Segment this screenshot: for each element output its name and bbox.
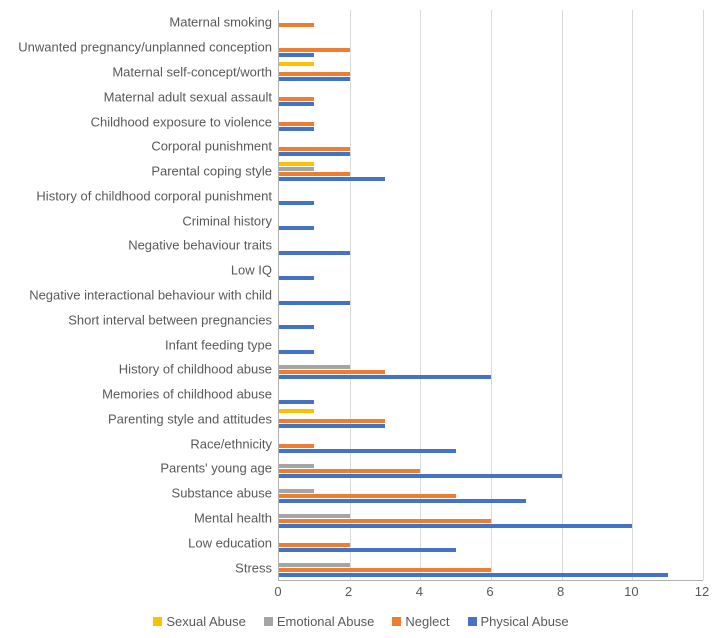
- category-label: Maternal adult sexual assault: [104, 89, 272, 104]
- x-tick-label: 12: [695, 584, 709, 599]
- bar: [279, 573, 668, 577]
- bar: [279, 524, 632, 528]
- bar: [279, 251, 350, 255]
- bar: [279, 122, 314, 126]
- bar: [279, 53, 314, 57]
- bar: [279, 127, 314, 131]
- bar: [279, 62, 314, 66]
- bar: [279, 301, 350, 305]
- category-label: Negative behaviour traits: [128, 238, 272, 253]
- x-tick-label: 2: [345, 584, 352, 599]
- category-label: Substance abuse: [172, 486, 272, 501]
- bar: [279, 514, 350, 518]
- category-label: Parental coping style: [151, 164, 272, 179]
- bar: [279, 325, 314, 329]
- bar: [279, 370, 385, 374]
- bar: [279, 424, 385, 428]
- category-label: Negative interactional behaviour with ch…: [29, 288, 272, 303]
- bar: [279, 499, 526, 503]
- gridline: [703, 10, 704, 580]
- category-label: Maternal smoking: [169, 15, 272, 30]
- x-tick-label: 6: [486, 584, 493, 599]
- category-label: Unwanted pregnancy/unplanned conception: [18, 40, 272, 55]
- category-label: Memories of childhood abuse: [102, 387, 272, 402]
- bar: [279, 543, 350, 547]
- bar: [279, 48, 350, 52]
- plot-area: [278, 10, 703, 581]
- category-label: Infant feeding type: [165, 337, 272, 352]
- bar: [279, 494, 456, 498]
- bar: [279, 77, 350, 81]
- legend-item: Sexual Abuse: [153, 614, 246, 629]
- legend-swatch: [264, 617, 273, 626]
- category-label: Mental health: [194, 511, 272, 526]
- x-tick-label: 10: [624, 584, 638, 599]
- category-label: Parenting style and attitudes: [108, 411, 272, 426]
- legend-label: Emotional Abuse: [277, 614, 375, 629]
- bar: [279, 568, 491, 572]
- legend-label: Physical Abuse: [481, 614, 569, 629]
- bar: [279, 177, 385, 181]
- bar: [279, 350, 314, 354]
- bar: [279, 365, 350, 369]
- legend-label: Neglect: [405, 614, 449, 629]
- category-label: History of childhood corporal punishment: [36, 188, 272, 203]
- bar: [279, 409, 314, 413]
- x-tick-label: 0: [274, 584, 281, 599]
- legend-swatch: [392, 617, 401, 626]
- bar: [279, 444, 314, 448]
- category-label: Race/ethnicity: [190, 436, 272, 451]
- category-label: Corporal punishment: [151, 139, 272, 154]
- bar: [279, 400, 314, 404]
- category-label: History of childhood abuse: [119, 362, 272, 377]
- legend: Sexual Abuse Emotional Abuse Neglect Physic…: [0, 614, 722, 629]
- bar: [279, 72, 350, 76]
- bar: [279, 419, 385, 423]
- bar: [279, 474, 562, 478]
- bar: [279, 548, 456, 552]
- category-label: Childhood exposure to violence: [91, 114, 272, 129]
- legend-swatch: [468, 617, 477, 626]
- category-label: Criminal history: [182, 213, 272, 228]
- bar: [279, 519, 491, 523]
- x-tick-label: 4: [416, 584, 423, 599]
- category-label: Parents' young age: [160, 461, 272, 476]
- bar: [279, 172, 350, 176]
- gridline: [562, 10, 563, 580]
- bar: [279, 102, 314, 106]
- category-label: Low IQ: [231, 263, 272, 278]
- bar: [279, 147, 350, 151]
- bar: [279, 489, 314, 493]
- chart: 0 2 4 6 8 10 12 Maternal smoking Unwanted pregna…: [0, 0, 722, 638]
- bar: [279, 276, 314, 280]
- gridline: [632, 10, 633, 580]
- bar: [279, 162, 314, 166]
- bar: [279, 201, 314, 205]
- bar: [279, 464, 314, 468]
- category-label: Stress: [235, 560, 272, 575]
- gridline: [491, 10, 492, 580]
- legend-item: Physical Abuse: [468, 614, 569, 629]
- bar: [279, 375, 491, 379]
- bar: [279, 449, 456, 453]
- bar: [279, 152, 350, 156]
- bar: [279, 226, 314, 230]
- legend-label: Sexual Abuse: [166, 614, 246, 629]
- legend-item: Neglect: [392, 614, 449, 629]
- category-label: Short interval between pregnancies: [68, 312, 272, 327]
- bar: [279, 23, 314, 27]
- bar: [279, 469, 420, 473]
- legend-swatch: [153, 617, 162, 626]
- category-label: Maternal self-concept/worth: [112, 64, 272, 79]
- bar: [279, 167, 314, 171]
- category-label: Low education: [188, 535, 272, 550]
- x-tick-label: 8: [557, 584, 564, 599]
- legend-item: Emotional Abuse: [264, 614, 375, 629]
- bar: [279, 563, 350, 567]
- bar: [279, 97, 314, 101]
